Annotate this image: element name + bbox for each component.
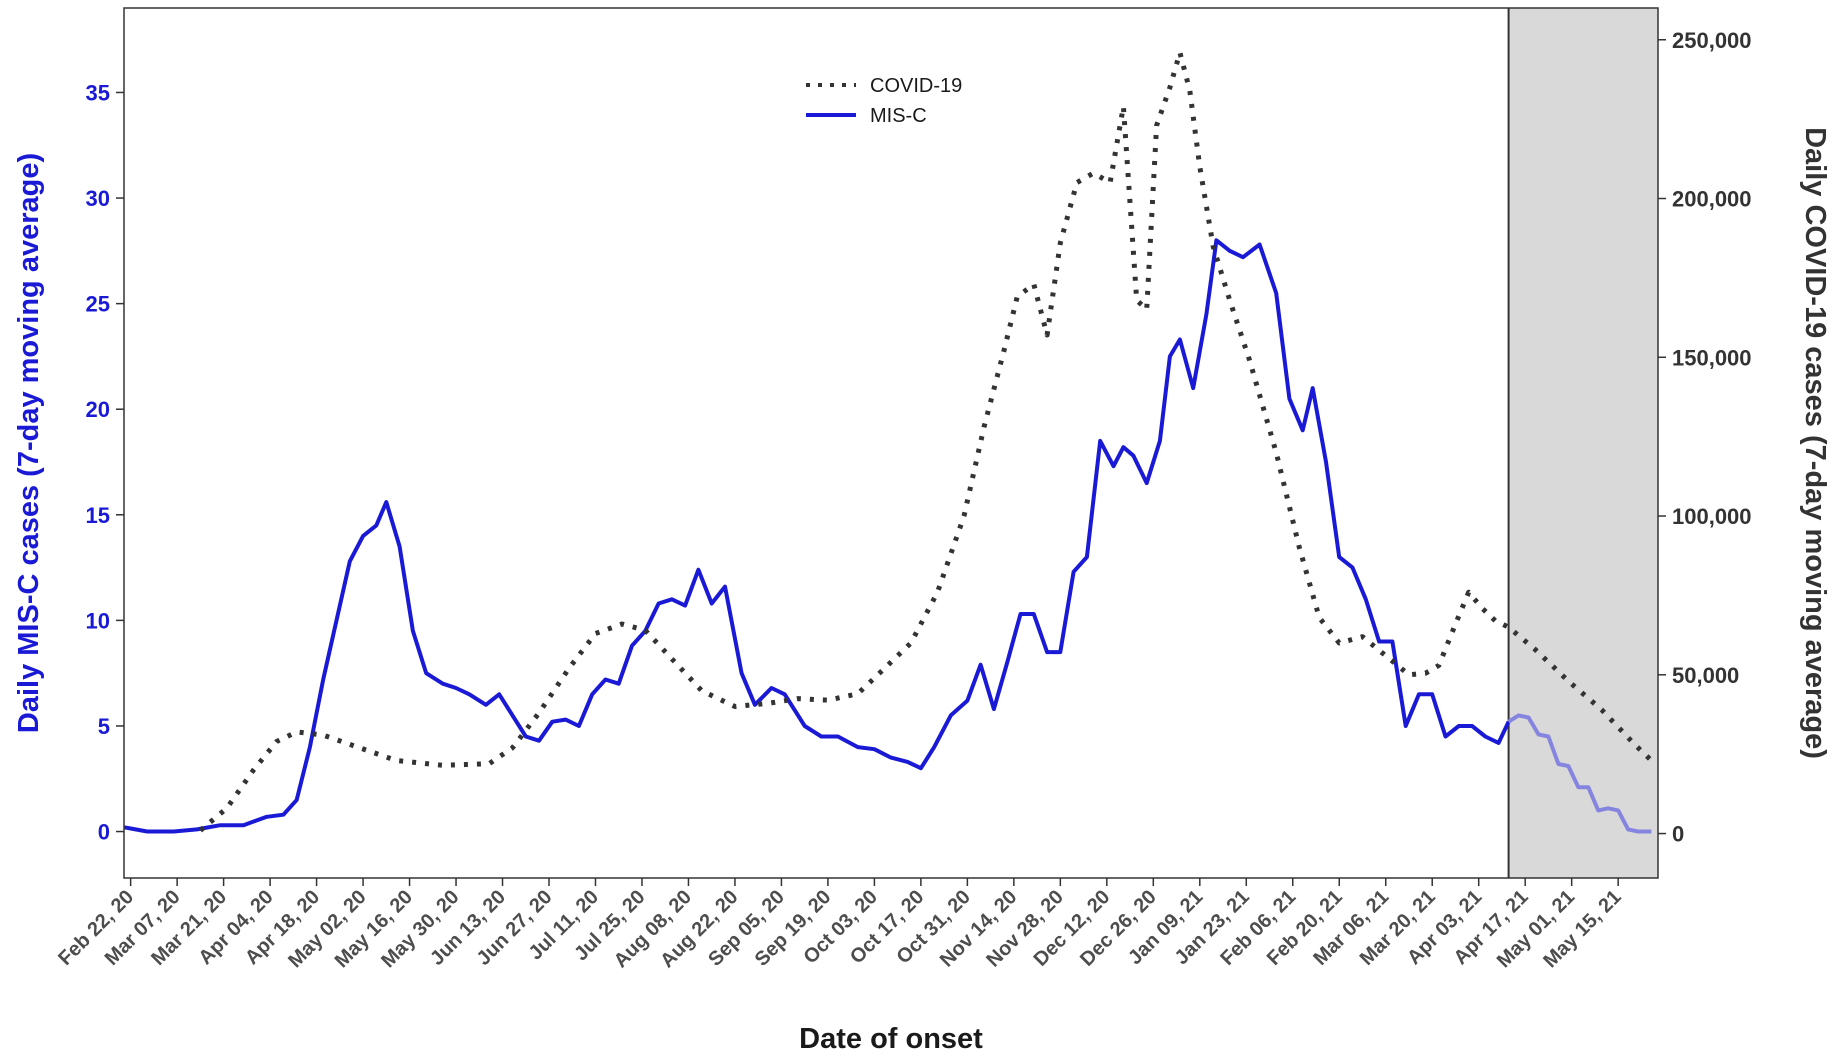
right-tick-label: 50,000 xyxy=(1672,663,1739,688)
left-tick-label: 10 xyxy=(86,608,110,633)
right-axis-title: Daily COVID-19 cases (7-day moving avera… xyxy=(1799,127,1831,759)
legend-misc-label: MIS-C xyxy=(870,105,927,127)
right-tick-label: 200,000 xyxy=(1672,187,1752,212)
series-mis-c-line xyxy=(123,238,1511,834)
left-tick-label: 0 xyxy=(98,820,110,845)
right-y-axis: 0 50,000 100,000 150,000 200,000 250,000 xyxy=(1658,28,1752,847)
plot-frame xyxy=(123,7,1659,879)
left-axis-title: Daily MIS-C cases (7-day moving average) xyxy=(13,153,45,733)
projection-shaded-region xyxy=(1508,8,1658,878)
series-mis-c-projection-line xyxy=(1507,713,1652,834)
right-tick-label: 150,000 xyxy=(1672,345,1752,370)
left-tick-label: 15 xyxy=(86,503,110,528)
series-layer xyxy=(123,50,1657,834)
right-tick-label: 250,000 xyxy=(1672,28,1752,53)
right-tick-label: 0 xyxy=(1672,822,1684,847)
left-tick-label: 30 xyxy=(86,186,110,211)
left-tick-label: 5 xyxy=(98,714,110,739)
left-tick-label: 35 xyxy=(86,80,110,105)
left-y-axis: 0 5 10 15 20 25 30 35 xyxy=(86,80,124,845)
left-tick-label: 25 xyxy=(86,292,110,317)
x-axis-title: Date of onset xyxy=(799,1023,983,1055)
plot-background xyxy=(124,8,1658,878)
right-tick-label: 100,000 xyxy=(1672,504,1752,529)
left-tick-label: 20 xyxy=(86,397,110,422)
legend: COVID-19 MIS-C xyxy=(806,75,962,127)
legend-covid-label: COVID-19 xyxy=(870,75,962,97)
series-covid-19-line xyxy=(198,50,1657,833)
